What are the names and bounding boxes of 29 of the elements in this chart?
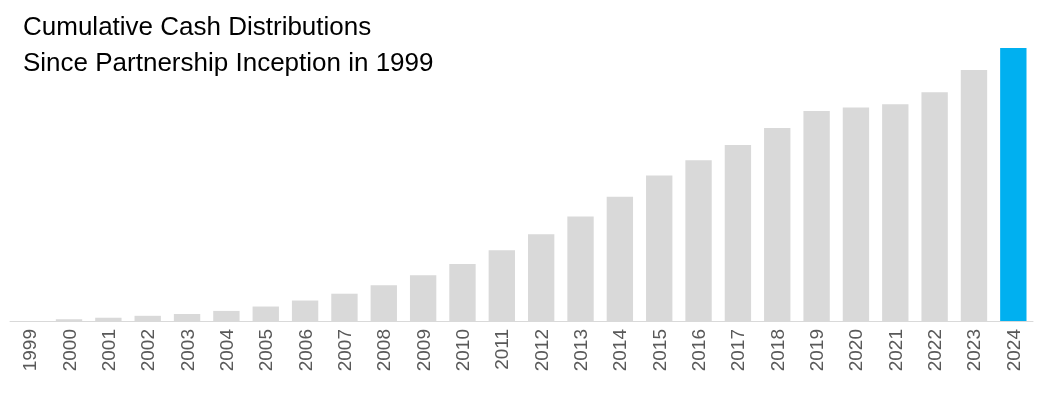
x-tick-label: 2003: [176, 329, 198, 372]
x-tick-label: 2020: [845, 329, 867, 372]
x-tick-label: 2012: [530, 329, 552, 372]
x-tick-label: 2001: [97, 329, 119, 372]
x-tick-label: 2013: [570, 329, 592, 372]
x-tick-label: 2009: [412, 329, 434, 372]
x-tick-label: 2008: [373, 329, 395, 372]
x-tick-label: 2021: [884, 329, 906, 372]
chart-subtitle: Since Partnership Inception in 1999: [23, 47, 434, 77]
x-tick-label: 2019: [806, 329, 828, 372]
x-tick-label: 2010: [451, 329, 473, 372]
x-tick-label: 2017: [727, 329, 749, 372]
x-tick-label: 2014: [609, 328, 631, 372]
x-tick-label: 2002: [137, 329, 159, 372]
bar: [1000, 48, 1027, 321]
x-tick-label: 2016: [688, 329, 710, 372]
x-tick-label: 2022: [924, 329, 946, 372]
x-tick-label: 2024: [1002, 328, 1024, 372]
x-tick-label: 2006: [294, 329, 316, 372]
x-tick-label: 2005: [255, 329, 277, 372]
chart-title: Cumulative Cash Distributions: [23, 11, 372, 41]
x-tick-label: 2018: [766, 329, 788, 372]
x-tick-label: 2000: [58, 329, 80, 372]
x-tick-label: 1999: [19, 329, 41, 372]
x-tick-label: 2015: [648, 329, 670, 372]
x-tick-label: 2023: [963, 329, 985, 372]
x-tick-label: 2004: [215, 328, 237, 372]
x-tick-label: 2007: [333, 329, 355, 372]
x-tick-label: 2011: [491, 329, 513, 370]
